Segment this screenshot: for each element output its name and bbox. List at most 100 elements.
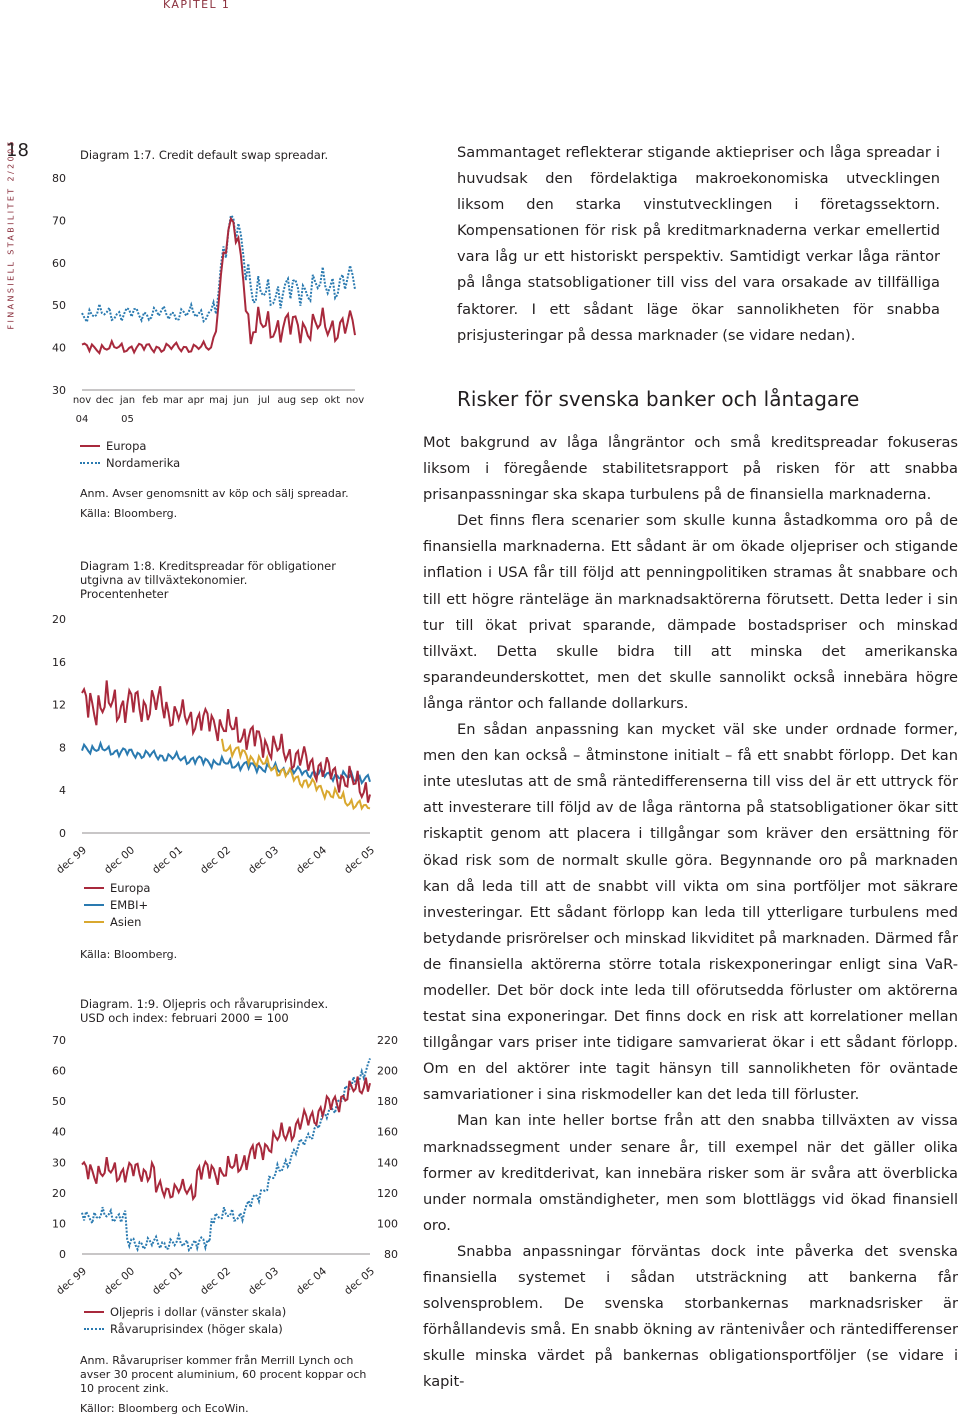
body-text: Mot bakgrund av låga långräntor och små … xyxy=(423,430,958,1395)
chart-1-8-y-axis: 0 4 8 12 16 20 xyxy=(52,613,370,840)
paragraph: Sammantaget reflekterar stigande aktiepr… xyxy=(457,144,940,344)
chart-1-8-legend: Europa EMBI+ Asien xyxy=(84,879,150,930)
source: Källor: Bloomberg och EcoWin. xyxy=(80,1402,249,1415)
x-tick-label: okt xyxy=(324,395,340,406)
x-tick-label: dec 04 xyxy=(294,844,329,875)
series-line-asien xyxy=(220,738,371,811)
y2-tick-label: 180 xyxy=(377,1095,398,1108)
chart-1-7-y-axis: 30 40 50 60 70 80 xyxy=(52,172,355,397)
legend-label: Europa xyxy=(106,438,147,453)
chart-1-9-legend: Oljepris i dollar (vänster skala) Råvaru… xyxy=(84,1303,286,1337)
x-tick-label: dec 00 xyxy=(102,844,137,875)
legend-label: Asien xyxy=(110,914,142,929)
y2-tick-label: 220 xyxy=(377,1034,398,1047)
paragraph-top: Sammantaget reflekterar stigande aktiepr… xyxy=(457,140,940,349)
x-tick-label: jun xyxy=(233,395,249,406)
series-line-nordamerika xyxy=(81,213,356,325)
x-tick-label: maj xyxy=(209,395,228,406)
note: Anm. Råvarupriser kommer från Merrill Ly… xyxy=(80,1354,367,1395)
y-tick-label: 40 xyxy=(52,1126,66,1139)
legend-item-oljepris: Oljepris i dollar (vänster skala) xyxy=(84,1303,286,1320)
y-tick-label: 50 xyxy=(52,1095,66,1108)
legend-swatch-ravaruprisindex xyxy=(84,1327,104,1330)
y-tick-label: 4 xyxy=(59,784,66,797)
x-tick-label: nov xyxy=(73,395,91,406)
x-tick-label: dec 05 xyxy=(342,844,377,875)
x-tick-label: dec xyxy=(96,395,114,406)
chart-1-7-lines xyxy=(81,213,356,355)
chart-1-7-legend: Europa Nordamerika xyxy=(80,437,180,471)
paragraph: En sådan anpassning kan mycket väl ske u… xyxy=(423,721,958,1104)
chart-title-1-7: Diagram 1:7. Credit default swap spreada… xyxy=(80,148,329,162)
x-tick-label: feb xyxy=(142,395,158,406)
x-tick-label: dec 03 xyxy=(246,1265,281,1297)
y2-tick-label: 80 xyxy=(384,1248,398,1261)
y2-tick-label: 120 xyxy=(377,1187,398,1200)
chart-1-8-lines xyxy=(81,680,371,811)
chart-1-9-lines xyxy=(81,1058,371,1253)
x-tick-label: dec 03 xyxy=(246,844,281,875)
y-tick-label: 40 xyxy=(52,342,66,355)
x-tick-label: apr xyxy=(187,395,204,406)
paragraph: Mot bakgrund av låga långräntor och små … xyxy=(423,434,958,504)
year-label: 04 xyxy=(76,414,89,425)
note: Anm. Avser genomsnitt av köp och sälj sp… xyxy=(80,487,349,500)
y2-tick-label: 100 xyxy=(377,1217,398,1230)
paragraph: Det finns flera scenarier som skulle kun… xyxy=(423,512,958,712)
chart-1-9-x-axis: dec 99 dec 00 dec 01 dec 02 dec 03 dec 04 dec … xyxy=(54,1265,377,1297)
y-tick-label: 16 xyxy=(52,656,66,669)
y-tick-label: 70 xyxy=(52,214,66,227)
y-tick-label: 10 xyxy=(52,1217,66,1230)
legend-swatch-nordamerika xyxy=(80,461,100,464)
publication-label: FINANSIELL STABILITET 2/2005 xyxy=(6,138,16,330)
legend-swatch-embi xyxy=(84,903,104,906)
legend-label: Oljepris i dollar (vänster skala) xyxy=(110,1304,287,1319)
legend-item-nordamerika: Nordamerika xyxy=(80,454,180,471)
legend-item-ravaruprisindex: Råvaruprisindex (höger skala) xyxy=(84,1320,286,1337)
x-tick-label: jan xyxy=(119,395,135,406)
legend-swatch-asien xyxy=(84,920,104,923)
y-tick-label: 60 xyxy=(52,257,66,270)
legend-swatch-europa xyxy=(84,886,104,889)
y2-tick-label: 140 xyxy=(377,1156,398,1169)
chart-1-7-notes: Anm. Avser genomsnitt av köp och sälj sp… xyxy=(80,487,380,521)
legend-item-europa: Europa xyxy=(84,879,150,896)
x-tick-label: dec 99 xyxy=(54,844,89,875)
paragraph: Man kan inte heller bortse från att den … xyxy=(423,1112,958,1234)
chart-1-8-source: Källa: Bloomberg. xyxy=(80,948,178,961)
chart-1-9: 0 10 20 30 40 50 60 70 80 100 120 140 160 180 200 220 d… xyxy=(52,1034,398,1297)
x-tick-label: mar xyxy=(163,395,184,406)
chart-1-9-title-text: Diagram. 1:9. Oljepris och råvaruprisind… xyxy=(80,997,329,1011)
x-tick-label: dec 02 xyxy=(198,1265,233,1297)
y-tick-label: 70 xyxy=(52,1034,66,1047)
chart-1-9-notes: Anm. Råvarupriser kommer från Merrill Ly… xyxy=(80,1354,380,1416)
y-tick-label: 50 xyxy=(52,299,66,312)
y-tick-label: 60 xyxy=(52,1065,66,1078)
x-tick-label: sep xyxy=(301,395,319,406)
legend-swatch-oljepris xyxy=(84,1310,104,1313)
y-tick-label: 20 xyxy=(52,613,66,626)
series-line-oljepris xyxy=(81,1076,371,1202)
page-number: 18 xyxy=(6,140,29,161)
source: Källa: Bloomberg. xyxy=(80,507,178,520)
y-tick-label: 8 xyxy=(59,741,66,754)
chart-1-8-title-text: Diagram 1:8. Kreditspreadar för obligati… xyxy=(80,559,336,587)
series-line-europa xyxy=(81,216,356,355)
chart-1-9-subtitle: USD och index: februari 2000 = 100 xyxy=(80,1011,289,1025)
x-tick-label: dec 01 xyxy=(150,844,185,875)
legend-label: Nordamerika xyxy=(106,455,181,470)
x-tick-label: dec 00 xyxy=(102,1265,137,1297)
chapter-label: KAPITEL 1 xyxy=(163,0,231,11)
chart-1-7-x-axis: nov dec jan feb mar apr maj jun jul aug sep okt nov0… xyxy=(73,395,364,425)
x-tick-label: dec 04 xyxy=(294,1265,329,1297)
x-tick-label: jul xyxy=(257,395,270,406)
series-line-ravaruprisindex xyxy=(81,1058,371,1253)
y-tick-label: 12 xyxy=(52,699,66,712)
x-tick-label: aug xyxy=(277,395,296,406)
y-tick-label: 80 xyxy=(52,172,66,185)
chart-1-9-y-axis: 0 10 20 30 40 50 60 70 80 100 120 140 160 180 200 220 xyxy=(52,1034,398,1261)
chart-title-1-9: Diagram. 1:9. Oljepris och råvaruprisind… xyxy=(80,997,380,1025)
x-tick-label: dec 99 xyxy=(54,1265,89,1297)
chart-title-1-8: Diagram 1:8. Kreditspreadar för obligati… xyxy=(80,559,380,601)
